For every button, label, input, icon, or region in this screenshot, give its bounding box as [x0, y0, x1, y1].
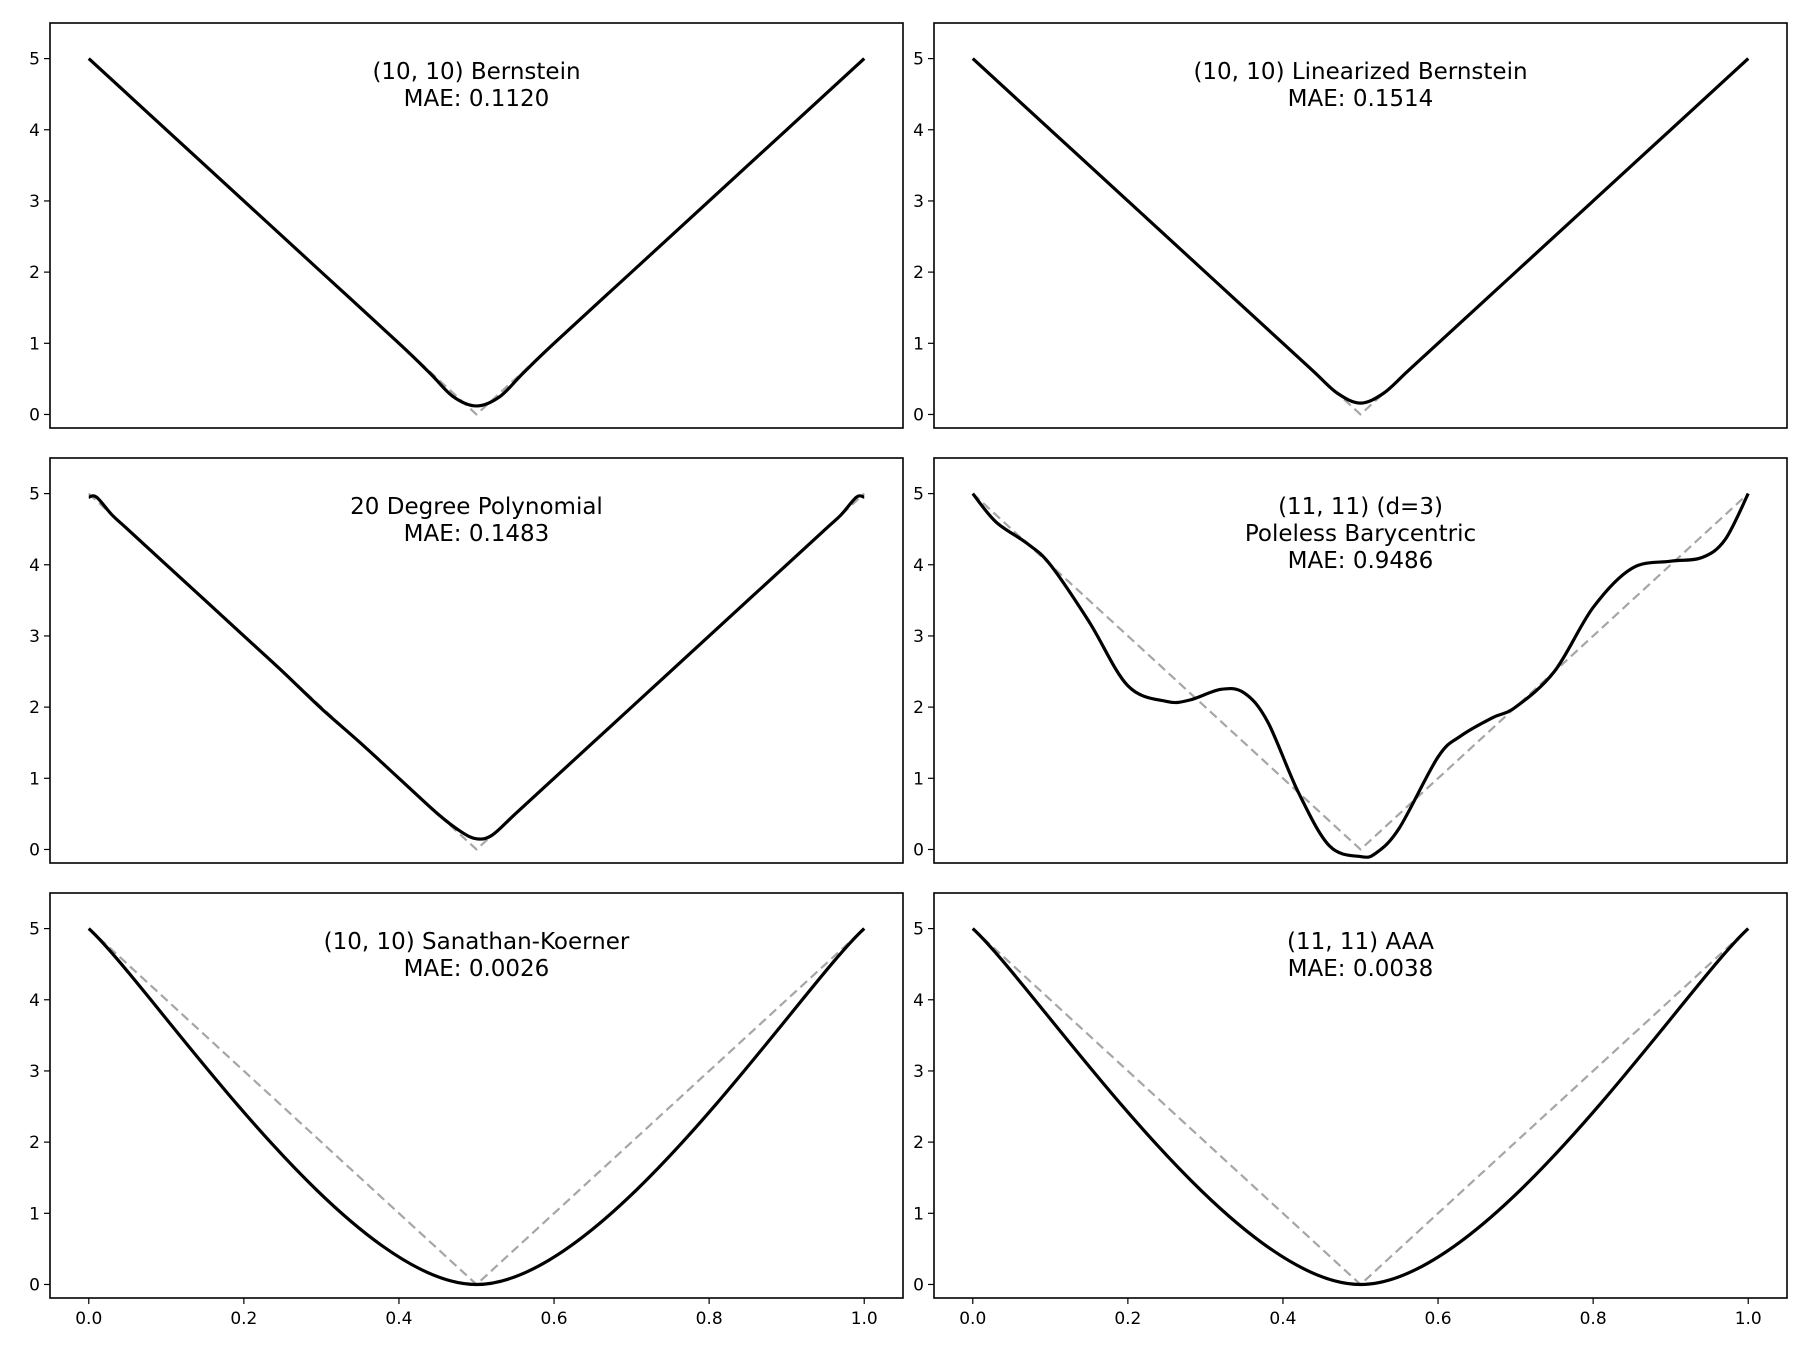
plot-area — [50, 893, 903, 1298]
panel-2: 0 1 2 3 4 5 (10, 10) Linearized BernsteinMAE: … — [913, 22, 1788, 429]
x-tick-label: 0.6 — [541, 1309, 568, 1329]
y-tick-label: 5 — [29, 50, 40, 70]
x-tick-label: 0.0 — [75, 1309, 102, 1329]
y-tick-label: 0 — [29, 1275, 40, 1295]
x-tick-label: 1.0 — [1735, 1309, 1762, 1329]
x-tick-label: 0.4 — [1269, 1309, 1296, 1329]
x-tick-label: 0.6 — [1425, 1309, 1452, 1329]
x-tick-label: 0.8 — [696, 1309, 723, 1329]
panel-annotation: MAE: 0.1120 — [404, 86, 550, 112]
fit-line — [87, 927, 866, 1287]
y-tick-label: 5 — [913, 485, 924, 505]
y-tick-label: 2 — [29, 698, 40, 718]
panel-annotation: Poleless Barycentric — [1245, 521, 1476, 547]
y-tick-label: 0 — [913, 1275, 924, 1295]
y-tick-label: 2 — [29, 1133, 40, 1153]
panel-annotation: MAE: 0.1483 — [404, 521, 550, 547]
y-tick-label: 3 — [913, 1062, 924, 1082]
plot-area — [50, 458, 903, 863]
x-tick-label: 0.2 — [230, 1309, 257, 1329]
plot-area — [934, 458, 1787, 863]
panel-annotation: (10, 10) Sanathan-Koerner — [324, 929, 630, 955]
fit-line — [88, 494, 865, 841]
plot-area — [934, 893, 1787, 1298]
panel-6: 0 1 2 3 4 5 0.0 0.2 0.4 0.6 0.8 1.0 (11, 11) AAAMAE:… — [913, 892, 1788, 1329]
plot-area — [934, 23, 1787, 428]
panel-annotation: (10, 10) Linearized Bernstein — [1193, 59, 1527, 85]
y-tick-label: 4 — [29, 556, 40, 576]
y-tick-label: 1 — [913, 769, 924, 789]
panel-4: 0 1 2 3 4 5 (11, 11) (d=3)Poleless Barycentric… — [913, 457, 1788, 864]
y-tick-label: 5 — [913, 50, 924, 70]
panel-5: 0 1 2 3 4 5 0.0 0.2 0.4 0.6 0.8 1.0 (10, 10) Sanatha… — [29, 892, 904, 1329]
y-tick-label: 4 — [29, 991, 40, 1011]
y-tick-label: 1 — [29, 769, 40, 789]
panel-annotation: (11, 11) AAA — [1287, 929, 1434, 955]
axes-frame — [933, 892, 1788, 1299]
axes-frame — [49, 457, 904, 864]
y-tick-label: 2 — [913, 1133, 924, 1153]
panel-annotation: MAE: 0.1514 — [1288, 86, 1434, 112]
target-line — [972, 492, 1749, 851]
x-tick-label: 0.8 — [1580, 1309, 1607, 1329]
y-tick-label: 1 — [29, 1204, 40, 1224]
panel-annotation: MAE: 0.0038 — [1288, 956, 1434, 982]
fit-line — [87, 57, 866, 408]
y-tick-label: 0 — [29, 840, 40, 860]
y-tick-label: 5 — [913, 920, 924, 940]
y-tick-label: 2 — [913, 698, 924, 718]
y-tick-label: 3 — [29, 1062, 40, 1082]
panel-annotation: (10, 10) Bernstein — [372, 59, 580, 85]
y-tick-label: 2 — [913, 263, 924, 283]
y-tick-label: 1 — [913, 1204, 924, 1224]
y-tick-label: 4 — [29, 121, 40, 141]
panel-annotation: MAE: 0.9486 — [1288, 548, 1434, 574]
axes-frame — [49, 892, 904, 1299]
x-tick-label: 0.0 — [959, 1309, 986, 1329]
x-tick-label: 0.2 — [1114, 1309, 1141, 1329]
y-tick-label: 3 — [913, 627, 924, 647]
y-tick-label: 5 — [29, 920, 40, 940]
y-tick-label: 3 — [913, 192, 924, 212]
panel-annotation: MAE: 0.0026 — [404, 956, 550, 982]
plot-area — [50, 23, 903, 428]
panel-annotation: 20 Degree Polynomial — [350, 494, 603, 520]
y-tick-label: 3 — [29, 627, 40, 647]
y-tick-label: 1 — [29, 334, 40, 354]
axes-frame — [49, 22, 904, 429]
y-tick-label: 2 — [29, 263, 40, 283]
fit-line — [971, 927, 1750, 1287]
axes-frame — [933, 457, 1788, 864]
y-tick-label: 0 — [913, 840, 924, 860]
x-tick-label: 0.4 — [385, 1309, 412, 1329]
y-tick-label: 5 — [29, 485, 40, 505]
axes-frame — [933, 22, 1788, 429]
y-tick-label: 4 — [913, 991, 924, 1011]
fit-line — [971, 57, 1750, 405]
y-tick-label: 1 — [913, 334, 924, 354]
y-tick-label: 4 — [913, 556, 924, 576]
y-tick-label: 3 — [29, 192, 40, 212]
fit-line — [971, 492, 1750, 859]
x-tick-label: 1.0 — [851, 1309, 878, 1329]
y-tick-label: 0 — [29, 405, 40, 425]
panel-annotation: (11, 11) (d=3) — [1278, 494, 1443, 520]
y-tick-label: 4 — [913, 121, 924, 141]
y-tick-label: 0 — [913, 405, 924, 425]
